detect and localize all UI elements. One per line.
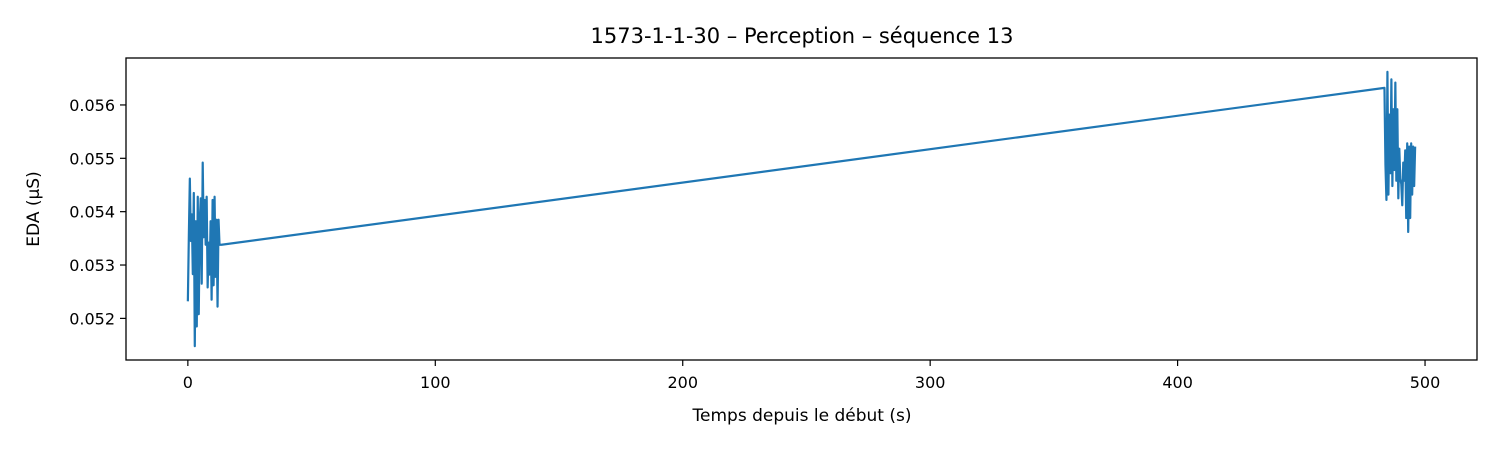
x-tick-label: 100 [420,373,451,392]
x-tick-label: 400 [1162,373,1193,392]
x-tick-label: 500 [1410,373,1441,392]
plot-frame [125,57,1478,361]
chart-title: 1573-1-1-30 – Perception – séquence 13 [591,24,1014,48]
x-tick-label: 0 [183,373,193,392]
x-tick-label: 200 [667,373,698,392]
series-line-1 [186,70,1417,348]
y-tick-label: 0.055 [69,149,115,168]
y-tick-label: 0.056 [69,96,115,115]
plot-lines [186,70,1417,348]
y-tick-label: 0.054 [69,203,115,222]
y-tick-label: 0.052 [69,309,115,328]
x-tick-label: 300 [915,373,946,392]
y-tick-label: 0.053 [69,256,115,275]
y-axis-label: EDA (µS) [24,171,44,246]
y-axis-ticks: 0.052 0.053 0.054 0.055 0.056 [69,96,126,328]
x-axis-ticks: 0 100 200 300 400 500 [183,360,1441,392]
x-axis-label: Temps depuis le début (s) [692,406,912,426]
